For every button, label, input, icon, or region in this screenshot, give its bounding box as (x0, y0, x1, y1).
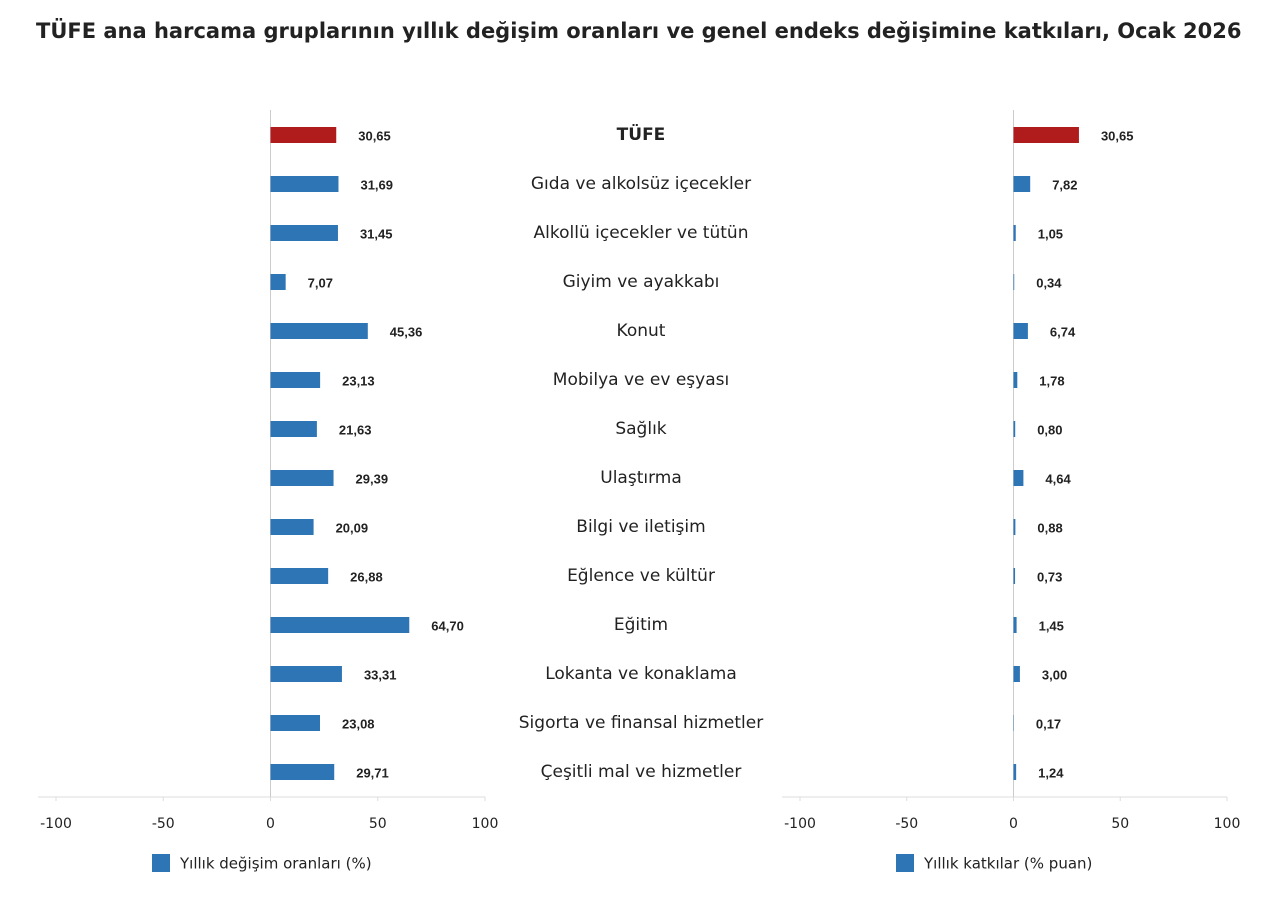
bar (1014, 568, 1016, 584)
bar (1014, 176, 1031, 192)
bar (271, 666, 342, 682)
value-label: 29,71 (356, 765, 389, 780)
value-label: 0,80 (1037, 422, 1062, 437)
bar (271, 519, 314, 535)
bar (271, 715, 321, 731)
bar (1014, 274, 1015, 290)
value-label: 0,73 (1037, 569, 1062, 584)
value-label: 0,34 (1036, 275, 1062, 290)
bar (1014, 617, 1017, 633)
bar (271, 225, 338, 241)
category-label: Giyim ve ayakkabı (563, 272, 720, 292)
category-label: Eğlence ve kültür (567, 566, 715, 586)
value-label: 30,65 (358, 128, 391, 143)
bar (1014, 764, 1017, 780)
value-label: 0,88 (1037, 520, 1062, 535)
bar (271, 764, 335, 780)
bar (271, 421, 317, 437)
bar (1014, 323, 1028, 339)
bar (271, 127, 337, 143)
x-tick-label: 0 (1009, 816, 1018, 832)
value-label: 33,31 (364, 667, 397, 682)
value-label: 29,39 (356, 471, 389, 486)
x-tick-label: 100 (1214, 816, 1241, 832)
value-label: 7,07 (308, 275, 333, 290)
value-label: 31,69 (360, 177, 393, 192)
legend-swatch (152, 854, 170, 872)
value-label: 20,09 (336, 520, 369, 535)
value-label: 26,88 (350, 569, 383, 584)
bar (271, 176, 339, 192)
category-label: Çeşitli mal ve hizmetler (541, 762, 742, 782)
x-tick-label: 50 (369, 816, 387, 832)
value-label: 1,45 (1039, 618, 1064, 633)
value-label: 4,64 (1045, 471, 1071, 486)
value-label: 31,45 (360, 226, 393, 241)
category-label: Mobilya ve ev eşyası (553, 370, 729, 390)
x-tick-label: -100 (784, 816, 816, 832)
bar (1014, 127, 1079, 143)
category-label: Alkollü içecekler ve tütün (534, 223, 749, 243)
chart-title: TÜFE ana harcama gruplarının yıllık deği… (36, 18, 1241, 43)
value-label: 30,65 (1101, 128, 1134, 143)
x-tick-label: -50 (152, 816, 175, 832)
value-label: 6,74 (1050, 324, 1076, 339)
category-label: Bilgi ve iletişim (576, 517, 705, 537)
bar (271, 470, 334, 486)
bar (271, 617, 410, 633)
value-label: 0,17 (1036, 716, 1061, 731)
bar (1014, 666, 1020, 682)
bar (1014, 470, 1024, 486)
category-label: Sigorta ve finansal hizmetler (519, 713, 763, 733)
category-label: Lokanta ve konaklama (545, 664, 737, 684)
legend-label: Yıllık değişim oranları (%) (179, 855, 372, 873)
value-label: 1,78 (1039, 373, 1064, 388)
category-label: Ulaştırma (600, 468, 682, 488)
bar (1014, 372, 1018, 388)
value-label: 1,24 (1038, 765, 1064, 780)
legend-swatch (896, 854, 914, 872)
x-tick-label: 50 (1111, 816, 1129, 832)
category-label: Sağlık (615, 419, 666, 439)
x-tick-label: -50 (895, 816, 918, 832)
value-label: 23,08 (342, 716, 375, 731)
category-label: Eğitim (614, 615, 668, 635)
category-label: Konut (617, 321, 666, 341)
bar (1014, 225, 1016, 241)
category-label: Gıda ve alkolsüz içecekler (531, 174, 751, 194)
category-label: TÜFE (617, 123, 666, 145)
value-label: 23,13 (342, 373, 375, 388)
bar (271, 323, 368, 339)
value-label: 1,05 (1038, 226, 1063, 241)
bar (1014, 519, 1016, 535)
bar (271, 372, 321, 388)
value-label: 7,82 (1052, 177, 1077, 192)
value-label: 21,63 (339, 422, 372, 437)
value-label: 3,00 (1042, 667, 1067, 682)
x-tick-label: -100 (40, 816, 72, 832)
legend-label: Yıllık katkılar (% puan) (923, 855, 1092, 873)
bar (1014, 421, 1016, 437)
bar (271, 274, 286, 290)
value-label: 45,36 (390, 324, 423, 339)
x-tick-label: 0 (266, 816, 275, 832)
x-tick-label: 100 (472, 816, 499, 832)
bar (271, 568, 329, 584)
value-label: 64,70 (431, 618, 464, 633)
